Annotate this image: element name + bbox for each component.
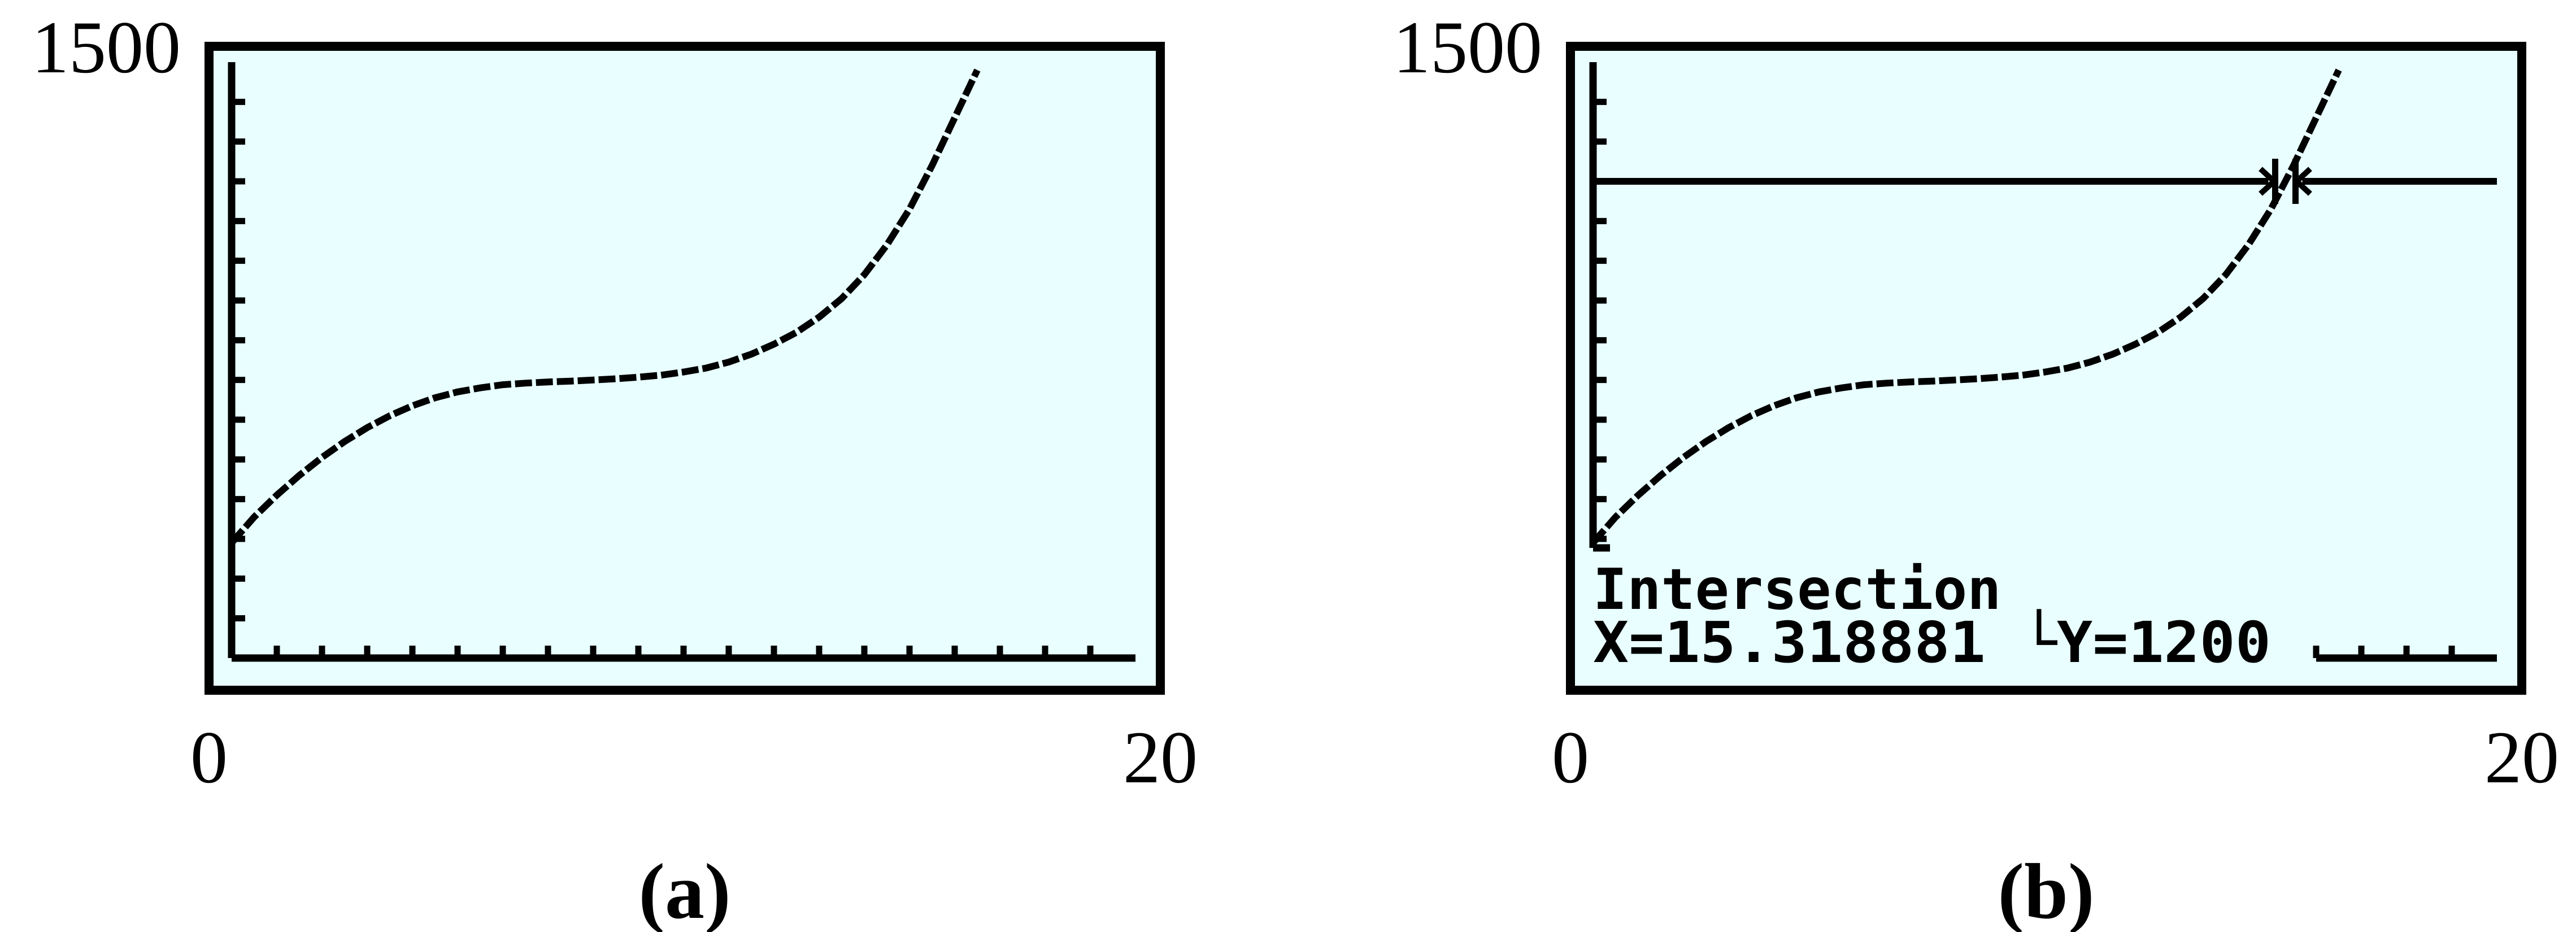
axis-ticks-a — [228, 62, 1135, 662]
intersection-label: Intersection — [1593, 556, 2001, 622]
y-max-label-b: 1500 — [1393, 6, 1542, 89]
cursor-arrow — [2292, 167, 2312, 196]
calculator-screen-a — [204, 42, 1165, 695]
axis-ticks-b — [1589, 62, 2497, 662]
function-curve-a — [229, 68, 981, 545]
x-min-label-a: 0 — [190, 716, 228, 799]
curve-line — [1590, 68, 2342, 545]
function-curve-b — [1590, 68, 2342, 545]
graph-panel-a: 1500 0 20 (a) — [32, 6, 1198, 932]
cursor-arrow — [2259, 167, 2278, 196]
curve-line — [229, 68, 981, 545]
calculator-screen-b — [1566, 42, 2526, 695]
x-max-label-a: 20 — [1123, 716, 1198, 799]
caption-b: (b) — [1998, 848, 2094, 932]
caption-a: (a) — [638, 848, 730, 932]
x-max-label-b: 20 — [2484, 716, 2559, 799]
x-min-label-b: 0 — [1552, 716, 1589, 799]
intersection-cursor — [2259, 159, 2312, 204]
y-max-label-a: 1500 — [32, 6, 181, 89]
intersection-coordinates: X=15.318881 └Y=1200 — [1593, 609, 2271, 676]
graph-panel-b: Intersection X=15.318881 └Y=1200 1500 0 … — [1393, 6, 2559, 932]
